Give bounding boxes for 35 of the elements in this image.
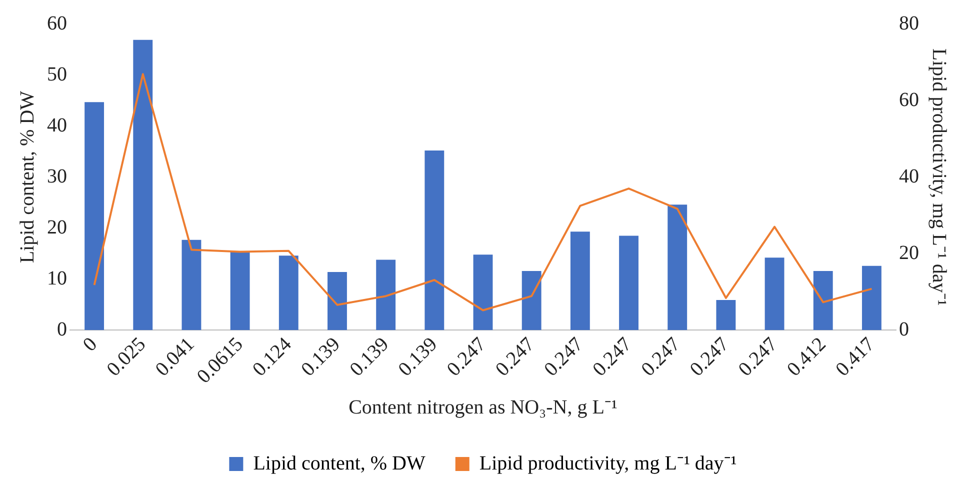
- bar: [133, 40, 153, 330]
- x-axis-title: Content nitrogen as NO₃-N, g L⁻¹: [348, 396, 618, 418]
- y-tick-label: 10: [47, 267, 67, 290]
- bar: [473, 254, 493, 330]
- bar: [668, 204, 688, 330]
- bar: [376, 260, 396, 330]
- y-tick-label: 30: [47, 165, 67, 188]
- y-tick-label: 60: [47, 12, 67, 34]
- y2-axis-title: Lipid productivity, mg L⁻¹ day⁻¹: [928, 48, 950, 306]
- y2-tick-label: 40: [899, 165, 919, 188]
- y-axis-title: Lipid content, % DW: [16, 90, 38, 264]
- bar: [570, 232, 590, 330]
- bar: [84, 102, 104, 330]
- bar: [619, 236, 638, 330]
- x-tick-label: 0: [78, 333, 102, 356]
- bar: [182, 240, 202, 330]
- y2-tick-label: 20: [899, 242, 919, 264]
- bar: [862, 266, 882, 330]
- bar: [764, 258, 784, 330]
- bar: [230, 252, 250, 330]
- y-tick-label: 0: [57, 318, 67, 340]
- y2-tick-label: 0: [899, 318, 909, 340]
- y-tick-label: 20: [47, 216, 67, 238]
- y-tick-label: 40: [47, 114, 67, 136]
- bar: [424, 150, 444, 330]
- bar: [278, 256, 298, 330]
- y-tick-label: 50: [47, 63, 67, 86]
- bar: [716, 300, 736, 330]
- bar: [328, 272, 347, 330]
- legend-label: Lipid content, % DW: [253, 452, 426, 474]
- y2-tick-label: 80: [899, 12, 919, 34]
- legend-label: Lipid productivity, mg L⁻¹ day⁻¹: [479, 452, 737, 474]
- bar: [522, 270, 542, 330]
- bar: [813, 270, 833, 330]
- y2-tick-label: 60: [899, 88, 919, 111]
